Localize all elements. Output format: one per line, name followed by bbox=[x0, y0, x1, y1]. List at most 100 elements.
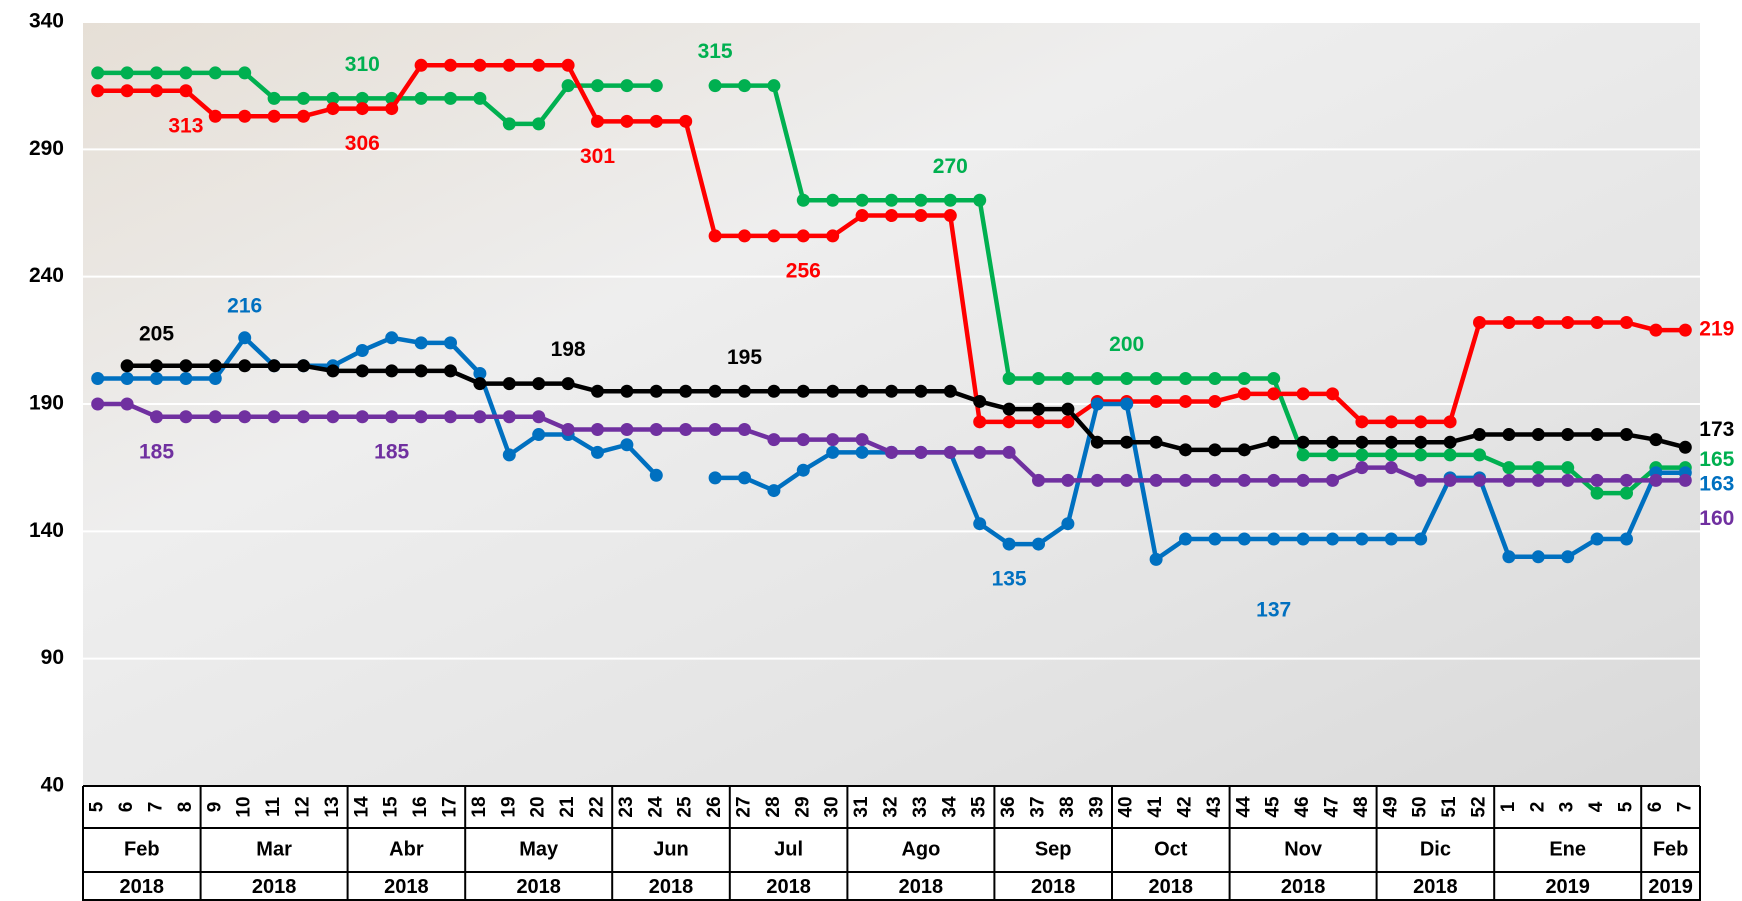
year-label: 2018 bbox=[1281, 876, 1326, 898]
data-point bbox=[1002, 415, 1016, 429]
data-point bbox=[1473, 316, 1486, 330]
x-tick-label: 52 bbox=[1469, 796, 1490, 817]
data-point bbox=[1473, 448, 1486, 462]
data-point bbox=[1502, 461, 1516, 475]
data-point bbox=[120, 359, 134, 373]
series-line bbox=[715, 401, 1686, 562]
data-point bbox=[1620, 316, 1633, 330]
data-point bbox=[1090, 435, 1104, 449]
data-point bbox=[767, 384, 781, 398]
data-point bbox=[796, 463, 810, 477]
x-tick-label: 17 bbox=[440, 796, 461, 817]
data-point bbox=[885, 445, 898, 459]
data-point bbox=[1443, 435, 1457, 449]
data-point bbox=[1002, 537, 1016, 551]
data-point bbox=[1149, 394, 1163, 408]
x-tick-label: 37 bbox=[1028, 796, 1049, 817]
x-tick-label: 29 bbox=[792, 796, 813, 817]
data-point bbox=[649, 79, 663, 93]
data-point bbox=[1149, 372, 1163, 386]
data-point bbox=[1120, 435, 1134, 449]
month-label: Nov bbox=[1284, 838, 1323, 860]
data-label: 185 bbox=[374, 440, 409, 463]
data-point bbox=[796, 229, 810, 243]
data-point bbox=[1590, 532, 1604, 546]
x-tick-label: 10 bbox=[234, 796, 255, 817]
data-point bbox=[1355, 532, 1369, 546]
data-point bbox=[1267, 435, 1281, 449]
data-point bbox=[1032, 473, 1045, 487]
data-point bbox=[208, 109, 222, 123]
data-point bbox=[179, 84, 193, 98]
data-point bbox=[267, 109, 281, 123]
data-point bbox=[1061, 372, 1075, 386]
year-label: 2018 bbox=[766, 876, 811, 898]
data-point bbox=[502, 448, 516, 462]
data-point bbox=[414, 364, 428, 378]
data-point bbox=[1179, 473, 1192, 487]
data-point bbox=[1061, 415, 1075, 429]
data-point bbox=[649, 422, 663, 436]
data-point bbox=[620, 384, 634, 398]
y-tick-label: 190 bbox=[29, 392, 64, 415]
data-point bbox=[1590, 316, 1604, 330]
data-point bbox=[1326, 532, 1339, 546]
data-point bbox=[1443, 448, 1457, 462]
data-point bbox=[1296, 387, 1310, 401]
data-point bbox=[914, 209, 928, 223]
data-point bbox=[150, 84, 163, 98]
x-tick-label: 22 bbox=[587, 796, 608, 817]
data-point bbox=[532, 117, 546, 131]
data-point bbox=[1414, 435, 1428, 449]
x-tick-label: 5 bbox=[87, 801, 108, 812]
data-label: 310 bbox=[345, 53, 380, 76]
data-point bbox=[473, 377, 487, 391]
data-point bbox=[914, 193, 928, 207]
data-point bbox=[1531, 428, 1545, 442]
data-point bbox=[1149, 552, 1163, 566]
data-point bbox=[855, 433, 869, 447]
data-point bbox=[238, 359, 252, 373]
data-point bbox=[885, 193, 898, 207]
data-point bbox=[1678, 473, 1692, 487]
data-point bbox=[973, 193, 987, 207]
data-point bbox=[826, 229, 840, 243]
data-point bbox=[620, 79, 634, 93]
data-point bbox=[1208, 372, 1222, 386]
x-tick-label: 46 bbox=[1292, 796, 1313, 817]
data-point bbox=[679, 422, 693, 436]
data-point bbox=[943, 445, 957, 459]
data-point bbox=[1620, 486, 1633, 500]
y-tick-label: 90 bbox=[41, 646, 64, 669]
data-point bbox=[943, 384, 957, 398]
data-point bbox=[1649, 433, 1663, 447]
data-point bbox=[238, 410, 252, 424]
data-point bbox=[620, 422, 634, 436]
data-point bbox=[1326, 473, 1339, 487]
data-point bbox=[444, 336, 457, 350]
data-point bbox=[591, 445, 604, 459]
x-tick-label: 49 bbox=[1380, 796, 1401, 817]
data-point bbox=[738, 422, 751, 436]
month-label: Jun bbox=[653, 838, 689, 860]
x-tick-label: 8 bbox=[175, 802, 196, 813]
y-tick-label: 140 bbox=[29, 519, 64, 542]
year-label: 2019 bbox=[1545, 876, 1590, 898]
data-point bbox=[502, 410, 516, 424]
data-point bbox=[738, 79, 751, 93]
data-point bbox=[267, 359, 281, 373]
data-point bbox=[796, 433, 810, 447]
data-point bbox=[826, 193, 840, 207]
data-point bbox=[532, 410, 546, 424]
data-point bbox=[385, 410, 399, 424]
data-point bbox=[1502, 316, 1516, 330]
y-tick-label: 340 bbox=[29, 10, 64, 33]
data-point bbox=[208, 372, 222, 386]
data-point bbox=[1326, 387, 1339, 401]
data-point bbox=[208, 359, 222, 373]
data-point bbox=[473, 366, 487, 380]
data-point bbox=[1090, 473, 1104, 487]
data-point bbox=[1032, 402, 1045, 416]
data-label: 270 bbox=[933, 155, 968, 178]
x-tick-label: 25 bbox=[675, 796, 696, 818]
